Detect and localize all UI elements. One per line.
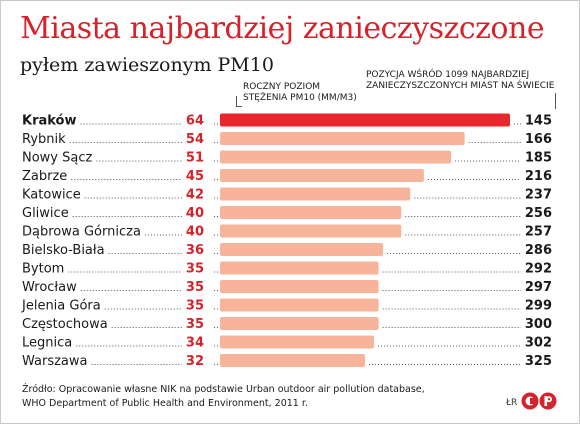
bar xyxy=(220,113,510,127)
ranking-note-line2: ZANIECZYSZCZONYCH MIAST NA ŚWIECIE xyxy=(366,81,555,91)
ranking-label: 300 xyxy=(525,317,552,332)
concentration-note-pointer xyxy=(236,96,242,107)
ranking-note: POZYCJA WŚRÓD 1099 NAJBARDZIEJ ZANIECZYS… xyxy=(366,70,554,92)
bar xyxy=(220,150,452,164)
bar xyxy=(220,206,402,219)
pm10-value-label: 35 xyxy=(186,262,204,277)
source-line2: WHO Department of Public Health and Envi… xyxy=(22,398,308,409)
bar xyxy=(220,298,379,312)
concentration-note-line2: STĘŻENIA PM10 (µm/m3) xyxy=(243,93,357,103)
chart-title: Miasta najbardziej zanieczyszczone xyxy=(20,11,545,46)
pm10-value-label: 40 xyxy=(186,206,204,221)
bar xyxy=(220,224,402,238)
bar xyxy=(220,132,465,145)
pm10-value-label: 35 xyxy=(186,317,204,332)
city-label: Legnica xyxy=(22,336,72,351)
bar xyxy=(220,354,365,367)
ranking-note-pointer xyxy=(555,93,557,109)
bar xyxy=(220,187,411,201)
pm10-value-label: 40 xyxy=(186,225,204,240)
city-label: Rybnik xyxy=(22,132,66,147)
ranking-note-line1: POZYCJA WŚRÓD 1099 NAJBARDZIEJ xyxy=(366,70,530,80)
source-line1: Źródło: Opracowanie własne NIK na podsta… xyxy=(22,384,425,395)
pm10-value-label: 34 xyxy=(186,336,204,351)
ranking-label: 286 xyxy=(525,243,552,258)
ranking-label: 297 xyxy=(525,280,552,295)
pm10-value-label: 54 xyxy=(186,132,204,147)
ranking-label: 299 xyxy=(525,299,552,314)
city-label: Bielsko-Biała xyxy=(22,243,105,258)
ranking-label: 145 xyxy=(525,114,552,129)
ranking-label: 302 xyxy=(525,336,552,351)
pm10-value-label: 35 xyxy=(186,280,204,295)
pm10-value-label: 42 xyxy=(186,188,204,203)
pm10-value-label: 36 xyxy=(186,243,204,258)
source-note: Źródło: Opracowanie własne NIK na podsta… xyxy=(22,383,425,411)
city-label: Gliwice xyxy=(22,206,69,221)
author-initials: ŁR xyxy=(506,398,518,408)
chart-subtitle: pyłem zawieszonym PM10 xyxy=(20,54,274,76)
city-label: Dąbrowa Górnicza xyxy=(22,225,141,240)
concentration-note: ROCZNY POZIOM STĘŻENIA PM10 (µm/m3) xyxy=(243,82,357,104)
ranking-label: 216 xyxy=(525,169,552,184)
ranking-label: 257 xyxy=(525,225,552,240)
publisher-logo xyxy=(521,392,557,410)
city-label: Kraków xyxy=(22,114,77,129)
ranking-label: 166 xyxy=(525,132,552,147)
ranking-label: 256 xyxy=(525,206,552,221)
ranking-label: 185 xyxy=(525,151,552,166)
city-label: Częstochowa xyxy=(22,317,108,332)
ranking-label: 292 xyxy=(525,262,552,277)
concentration-note-line1: ROCZNY POZIOM xyxy=(243,82,321,92)
city-label: Jelenia Góra xyxy=(21,299,101,314)
city-label: Zabrze xyxy=(22,169,67,184)
pm10-value-label: 51 xyxy=(186,151,204,166)
ranking-label: 237 xyxy=(525,188,552,203)
bar xyxy=(220,280,379,293)
pm10-value-label: 35 xyxy=(186,299,204,314)
bar xyxy=(220,317,379,330)
bar xyxy=(220,335,375,349)
ranking-label: 325 xyxy=(525,354,552,369)
bar xyxy=(220,169,424,182)
bar xyxy=(220,243,384,256)
pm10-value-label: 64 xyxy=(186,114,204,129)
city-label: Katowice xyxy=(22,188,81,203)
city-label: Wrocław xyxy=(22,280,77,295)
bar xyxy=(220,261,379,275)
city-label: Nowy Sącz xyxy=(22,151,93,166)
city-label: Bytom xyxy=(22,262,64,277)
city-label: Warszawa xyxy=(22,354,88,369)
pm10-value-label: 45 xyxy=(186,169,204,184)
pm10-value-label: 32 xyxy=(186,354,204,369)
